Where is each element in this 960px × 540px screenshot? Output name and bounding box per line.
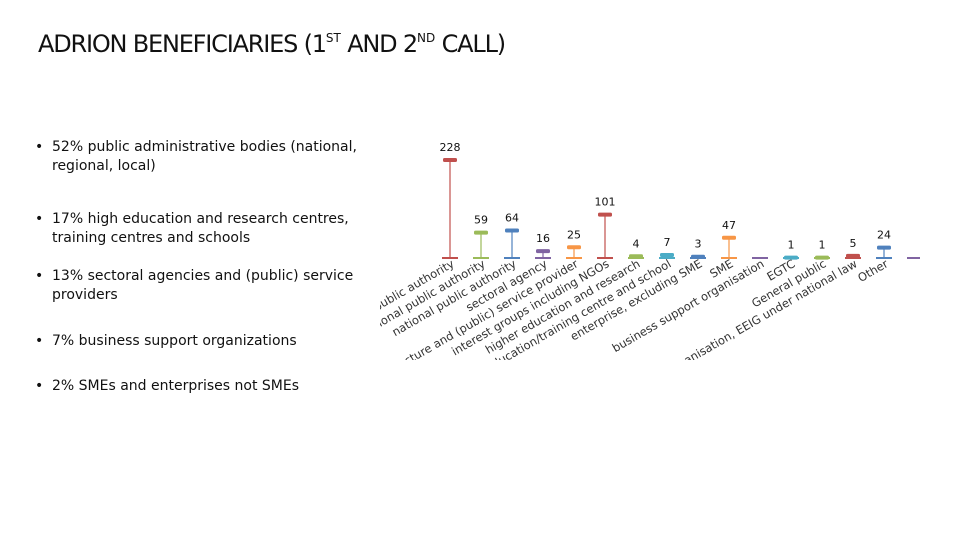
bullet-item: 13% sectoral agencies and (public) servi…	[35, 267, 362, 305]
category-marker	[566, 257, 582, 259]
data-point	[660, 252, 674, 257]
data-point	[877, 245, 891, 250]
data-label: 3	[695, 238, 702, 251]
category-marker	[721, 257, 737, 259]
bullet-item: 7% business support organizations	[35, 332, 362, 351]
category-marker	[907, 257, 920, 259]
x-tick-label: Other	[855, 256, 891, 285]
category-marker	[442, 257, 458, 259]
category-marker	[876, 257, 892, 259]
data-label: 1	[788, 239, 795, 252]
data-label: 24	[877, 229, 891, 242]
category-marker	[814, 257, 830, 259]
bullet-item: 17% high education and research centres,…	[35, 210, 362, 248]
data-label: 59	[474, 214, 488, 227]
data-point	[598, 212, 612, 217]
data-label: 47	[722, 219, 736, 232]
data-label: 64	[505, 211, 519, 224]
data-point	[567, 245, 581, 250]
data-label: 101	[595, 196, 616, 209]
data-label: 16	[536, 232, 550, 245]
data-label: 4	[633, 237, 640, 250]
data-point	[722, 235, 736, 240]
category-marker	[628, 257, 644, 259]
page-title: ADRION BENEFICIARIES (1ST AND 2ND CALL)	[38, 30, 506, 58]
data-label: 25	[567, 228, 581, 241]
data-label: 228	[440, 141, 461, 154]
category-marker	[473, 257, 489, 259]
data-point	[474, 230, 488, 235]
category-marker	[783, 257, 799, 259]
data-point	[443, 158, 457, 162]
data-point	[536, 249, 550, 254]
category-marker	[845, 257, 861, 259]
data-point	[846, 253, 860, 258]
category-marker	[752, 257, 768, 259]
category-marker	[659, 257, 675, 259]
bullet-item: 2% SMEs and enterprises not SMEs	[35, 377, 362, 396]
category-marker	[535, 257, 551, 259]
category-marker	[597, 257, 613, 259]
data-label: 7	[664, 236, 671, 249]
data-label: 1	[819, 239, 826, 252]
category-marker	[504, 257, 520, 259]
data-label: 5	[850, 237, 857, 250]
bullet-item: 52% public administrative bodies (nation…	[35, 138, 362, 176]
category-marker	[690, 257, 706, 259]
data-point	[505, 228, 519, 233]
